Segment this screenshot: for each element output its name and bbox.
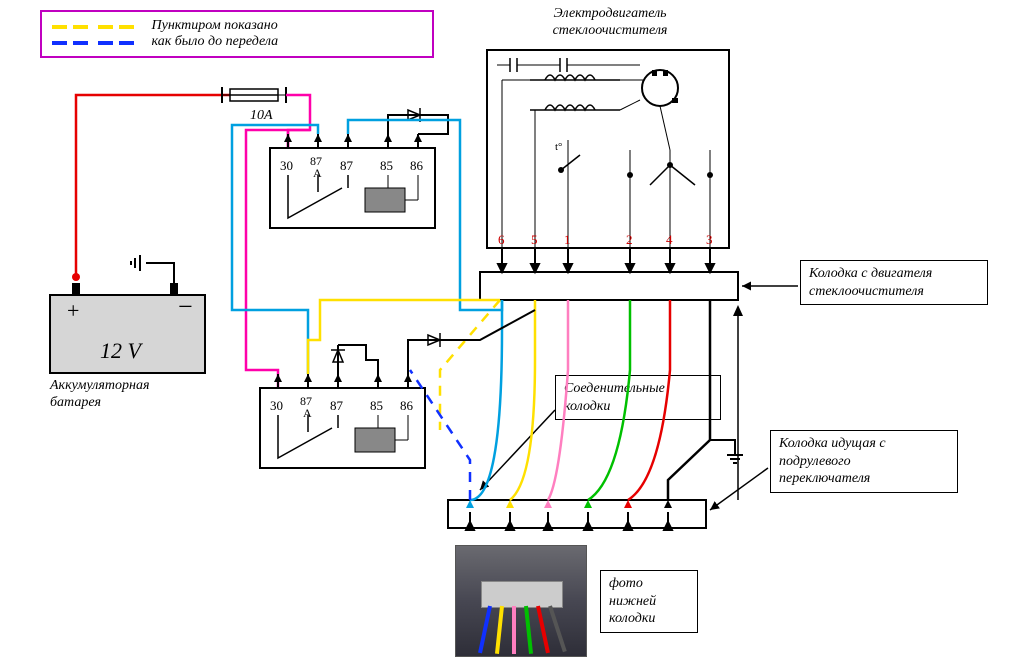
wire-diode-right — [448, 310, 535, 340]
svg-text:85: 85 — [370, 398, 383, 413]
wire-black — [668, 300, 710, 500]
fuse — [222, 87, 286, 103]
svg-text:86: 86 — [400, 398, 414, 413]
battery-voltage: 12 V — [100, 338, 144, 363]
wire-pink — [548, 300, 568, 500]
diode-top — [388, 108, 448, 148]
svg-text:30: 30 — [280, 158, 293, 173]
wire-red — [76, 95, 230, 277]
wire-magenta-down — [246, 130, 310, 388]
wire-yellow — [510, 300, 535, 500]
relay-top: 30 87 A 87 85 86 — [270, 134, 435, 228]
diode-bot-left — [331, 345, 378, 374]
battery: + − 12 V — [50, 283, 205, 373]
arrow-conn-bot — [710, 468, 768, 510]
svg-text:4: 4 — [666, 232, 673, 247]
svg-text:−: − — [178, 292, 193, 321]
svg-text:86: 86 — [410, 158, 424, 173]
svg-text:87: 87 — [340, 158, 354, 173]
motor-block: t° 6 5 1 2 4 3 — [487, 50, 729, 248]
arrow-mid — [480, 410, 555, 490]
wire-green — [588, 300, 630, 500]
svg-text:2: 2 — [626, 232, 633, 247]
wire-yellow-dashed — [440, 300, 500, 430]
svg-text:5: 5 — [531, 232, 538, 247]
diode-bot-right — [408, 333, 448, 374]
schematic-svg: + − 12 V 30 87 A — [0, 0, 1010, 664]
svg-text:6: 6 — [498, 232, 505, 247]
svg-text:+: + — [67, 298, 79, 323]
svg-text:30: 30 — [270, 398, 283, 413]
svg-text:85: 85 — [380, 158, 393, 173]
svg-text:87: 87 — [330, 398, 344, 413]
motor-to-conn-stubs — [498, 248, 714, 272]
svg-text:1: 1 — [564, 232, 571, 247]
connector-top — [480, 272, 738, 300]
svg-text:3: 3 — [706, 232, 713, 247]
relay-bottom: 30 87 A 87 85 86 — [260, 374, 425, 468]
svg-text:t°: t° — [555, 141, 562, 153]
wire-red-mid — [628, 300, 670, 500]
